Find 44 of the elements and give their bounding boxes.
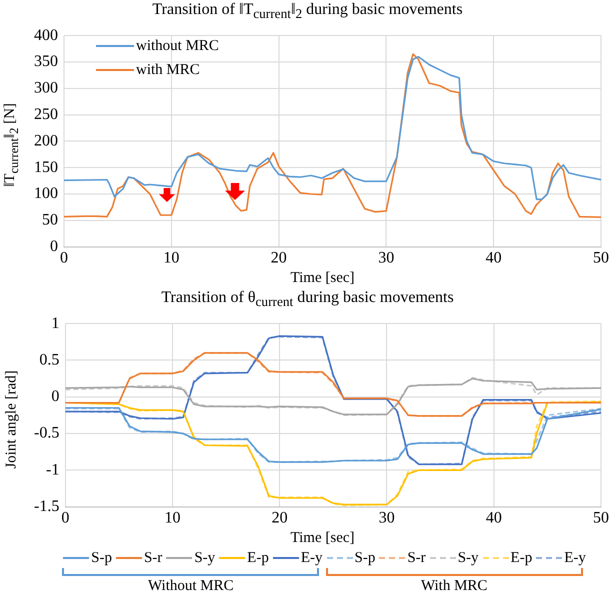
y-tick-label: 0	[51, 388, 60, 406]
text: Without MRC	[148, 577, 234, 596]
y-tick-label: 250	[34, 106, 58, 124]
y-tick-label: 150	[34, 158, 58, 176]
x-tick-label: 20	[270, 250, 287, 267]
x-tick-label: 30	[378, 510, 395, 527]
y-tick-label: 350	[34, 53, 58, 70]
chart-title: Transition of θ$_{current}$ during basic movements	[160, 288, 455, 310]
x-tick-label: 50	[593, 510, 609, 527]
y-tick-label: 50	[42, 212, 58, 229]
y-tick-label: -0.5	[34, 424, 60, 442]
legend-label: S-r	[144, 550, 162, 566]
chart-title: Transition of ‖T$_{current}$‖$_{2}$ during basic movements	[151, 0, 464, 22]
legend-label: S-y	[458, 550, 479, 566]
legend-label: without MRC	[136, 38, 219, 54]
x-axis-title: Time [sec]	[289, 530, 356, 548]
x-tick-label: 20	[272, 510, 288, 527]
legend-label: with MRC	[136, 62, 200, 78]
x-tick-label: 50	[593, 250, 609, 267]
legend-label: E-p	[247, 550, 269, 566]
y-tick-label: 100	[34, 185, 58, 202]
legend-label: E-y	[564, 550, 586, 566]
x-tick-label: 10	[163, 250, 180, 267]
legend-label: S-y	[194, 550, 216, 566]
x-tick-label: 30	[378, 250, 394, 267]
y-tick-label: -1.5	[34, 498, 60, 516]
y-tick-label: -1	[46, 461, 60, 478]
y-tick-label: 400	[34, 26, 58, 44]
x-tick-label: 10	[164, 510, 180, 527]
legend-label: S-p	[91, 550, 112, 566]
y-tick-label: 0.5	[39, 351, 60, 368]
x-axis-title: Time [sec]	[289, 270, 356, 288]
x-tick-label: 40	[486, 250, 502, 267]
x-tick-label: 40	[486, 510, 502, 527]
legend-label: S-p	[354, 550, 376, 566]
legend-label: S-r	[407, 550, 426, 566]
y-tick-label: 300	[34, 80, 58, 97]
y-tick-label: 0	[50, 238, 58, 256]
y-axis-title: Joint angle [rad]	[4, 370, 20, 468]
legend-label: E-p	[510, 550, 532, 566]
text: With MRC	[420, 577, 488, 596]
legend-label: E-y	[300, 550, 322, 566]
y-tick-label: 200	[34, 132, 58, 150]
y-tick-label: 1	[51, 314, 60, 332]
